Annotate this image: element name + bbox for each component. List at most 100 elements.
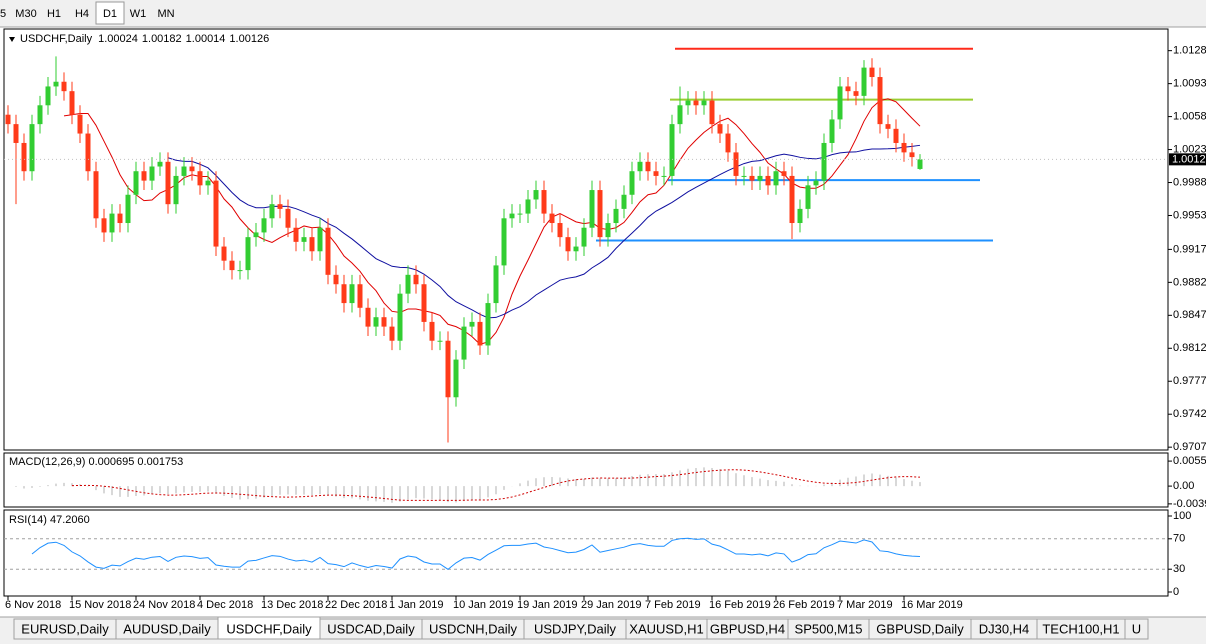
- tab-label: DJ30,H4: [979, 621, 1030, 636]
- candle-body: [29, 124, 35, 172]
- candle-body: [389, 326, 395, 341]
- symbol-tab[interactable]: USDCHF,Daily: [217, 616, 321, 640]
- timeframe-label: D1: [103, 8, 117, 20]
- tab-label: U: [1132, 621, 1141, 636]
- candle-body: [333, 274, 339, 285]
- candle-body: [165, 161, 171, 205]
- candle-body: [621, 194, 627, 209]
- macd-label: MACD(12,26,9) 0.000695 0.001753: [9, 456, 183, 468]
- candle-body: [781, 171, 787, 176]
- candle-body: [485, 303, 491, 346]
- candle-body: [117, 213, 123, 224]
- tab-label: GBPUSD,Daily: [876, 621, 964, 636]
- collapse-arrow[interactable]: [9, 37, 15, 42]
- symbol-tab[interactable]: GBPUSD,Daily: [868, 618, 972, 640]
- symbol-tab[interactable]: USDCAD,Daily: [319, 618, 423, 640]
- candle-body: [733, 152, 739, 176]
- timeframe-label: M30: [15, 8, 36, 20]
- candle-body: [885, 124, 891, 129]
- timeframe-button[interactable]: 5: [0, 8, 6, 20]
- candle-body: [741, 175, 747, 177]
- candle-body: [509, 213, 515, 219]
- symbol-tab[interactable]: TECH100,H1: [1036, 618, 1126, 640]
- candle-body: [429, 321, 435, 341]
- candle-body: [541, 190, 547, 214]
- candle-body: [709, 100, 715, 125]
- candle-body: [573, 246, 579, 252]
- candle-body: [461, 326, 467, 360]
- candle-body: [773, 171, 779, 186]
- candle-body: [173, 175, 179, 205]
- candle-body: [749, 175, 755, 181]
- candle-body: [829, 119, 835, 143]
- candle-body: [565, 237, 571, 252]
- symbol-tab[interactable]: USDJPY,Daily: [523, 618, 627, 640]
- candle-body: [909, 152, 915, 158]
- candle-body: [381, 317, 387, 327]
- candle-body: [501, 218, 507, 266]
- candle-body: [629, 171, 635, 195]
- candle-body: [325, 227, 331, 275]
- y-tick-label: 1.00930: [1173, 78, 1206, 90]
- candle-body: [293, 227, 299, 242]
- timeframe-button[interactable]: H1: [47, 8, 61, 20]
- symbol-tab[interactable]: XAUUSD,H1: [625, 618, 708, 640]
- candle-body: [213, 180, 219, 247]
- candle-body: [469, 321, 475, 327]
- candle-body: [341, 284, 347, 304]
- candle-body: [661, 175, 667, 177]
- symbol-tab[interactable]: U: [1124, 618, 1149, 640]
- candle-body: [357, 284, 363, 308]
- candle-body: [365, 307, 371, 327]
- candle-body: [549, 213, 555, 224]
- candle-body: [477, 321, 483, 346]
- timeframe-button[interactable]: MN: [157, 8, 174, 20]
- candle-body: [53, 81, 59, 87]
- candle-body: [853, 91, 859, 96]
- toolbar: [0, 0, 1206, 27]
- macd-signal: [71, 469, 921, 501]
- symbol-tab[interactable]: GBPUSD,H4: [706, 618, 789, 640]
- current-price-label: 1.00126: [1172, 153, 1206, 165]
- y-tick-label: 0.97070: [1173, 441, 1206, 453]
- tab-label: AUDUSD,Daily: [123, 621, 211, 636]
- candle-body: [837, 86, 843, 120]
- candle-body: [845, 86, 851, 92]
- high: 1.00182: [142, 33, 182, 45]
- timeframe-button[interactable]: M30: [15, 8, 36, 20]
- symbol-tab[interactable]: AUDUSD,Daily: [115, 618, 219, 640]
- symbol-tab[interactable]: SP500,M15: [787, 618, 870, 640]
- candle-body: [229, 260, 235, 271]
- symbol-tab[interactable]: EURUSD,Daily: [13, 618, 117, 640]
- symbol-tab[interactable]: USDCNH,Daily: [421, 618, 525, 640]
- tab-label: USDCHF,Daily: [226, 621, 312, 636]
- symbol-tab[interactable]: DJ30,H4: [970, 618, 1038, 640]
- candle-body: [589, 190, 595, 228]
- candle-body: [21, 142, 27, 172]
- candle-body: [677, 105, 683, 125]
- x-tick-label: 1 Jan 2019: [389, 599, 443, 611]
- candle-body: [189, 166, 195, 172]
- x-tick-label: 26 Feb 2019: [773, 599, 835, 611]
- y-tick-label: 0.00: [1173, 480, 1194, 492]
- tab-label: TECH100,H1: [1042, 621, 1119, 636]
- timeframe-button[interactable]: W1: [130, 8, 147, 20]
- x-tick-label: 16 Feb 2019: [709, 599, 771, 611]
- candle-body: [253, 232, 259, 238]
- y-tick-label: 30: [1173, 563, 1185, 575]
- candle-body: [93, 171, 99, 219]
- candle-body: [861, 67, 867, 96]
- candle-body: [5, 114, 11, 125]
- y-tick-label: 0.00553: [1173, 455, 1206, 467]
- chart-header: USDCHF,Daily 1.00024 1.00182 1.00014 1.00126: [20, 33, 269, 45]
- candle-body: [197, 171, 203, 186]
- timeframe-button[interactable]: H4: [75, 8, 89, 20]
- timeframe-button[interactable]: D1: [95, 1, 125, 25]
- x-tick-label: 19 Jan 2019: [517, 599, 578, 611]
